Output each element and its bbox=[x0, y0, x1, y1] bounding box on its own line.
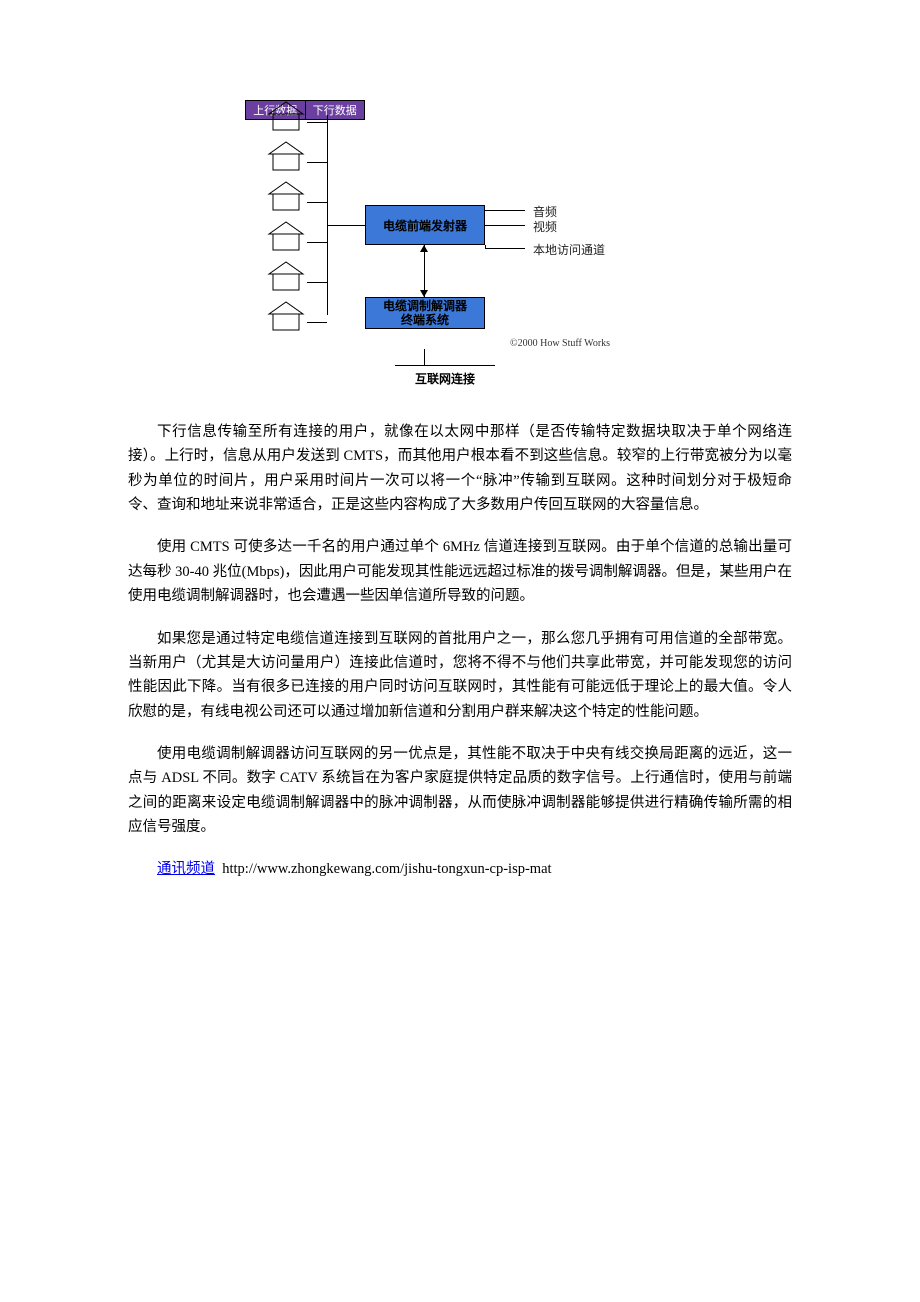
footer-url: http://www.zhongkewang.com/jishu-tongxun… bbox=[222, 861, 551, 877]
connector-line bbox=[307, 202, 327, 203]
connector-line bbox=[307, 282, 327, 283]
house-icon bbox=[265, 220, 307, 250]
house-icon bbox=[265, 260, 307, 290]
cmts-diagram: 电缆前端发射器 音频 视频 本地访问通道 电缆调制解调器 终端系统 上行数据 下… bbox=[245, 100, 675, 380]
cmts-label-line1: 电缆调制解调器 bbox=[383, 299, 467, 313]
bus-line bbox=[327, 115, 328, 315]
arrow-up-icon bbox=[420, 245, 428, 252]
cmts-box: 电缆调制解调器 终端系统 bbox=[365, 297, 485, 329]
connector-line bbox=[485, 210, 525, 211]
connector-line bbox=[307, 242, 327, 243]
arrow-down-icon bbox=[420, 290, 428, 297]
house-icon bbox=[265, 300, 307, 330]
connector-line bbox=[307, 322, 327, 323]
internet-label: 互联网连接 bbox=[415, 370, 475, 387]
local-label: 本地访问通道 bbox=[533, 241, 605, 258]
connector-line bbox=[327, 225, 365, 226]
headend-box: 电缆前端发射器 bbox=[365, 205, 485, 245]
connector-line bbox=[485, 248, 525, 249]
paragraph: 使用电缆调制解调器访问互联网的另一优点是，其性能不取决于中央有线交换局距离的远近… bbox=[128, 742, 792, 839]
paragraph: 如果您是通过特定电缆信道连接到互联网的首批用户之一，那么您几乎拥有可用信道的全部… bbox=[128, 627, 792, 724]
house-icon bbox=[265, 180, 307, 210]
house-icon bbox=[265, 100, 307, 130]
footer-line: 通讯频道 http://www.zhongkewang.com/jishu-to… bbox=[128, 857, 792, 881]
house-icon bbox=[265, 140, 307, 170]
video-label: 视频 bbox=[533, 218, 557, 235]
connector-line bbox=[485, 225, 525, 226]
cmts-label-line2: 终端系统 bbox=[401, 313, 449, 327]
paragraph: 使用 CMTS 可使多达一千名的用户通过单个 6MHz 信道连接到互联网。由于单… bbox=[128, 535, 792, 608]
headend-label: 电缆前端发射器 bbox=[383, 217, 467, 234]
paragraph: 下行信息传输至所有连接的用户，就像在以太网中那样（是否传输特定数据块取决于单个网… bbox=[128, 420, 792, 517]
downlink-label: 下行数据 bbox=[313, 102, 357, 118]
channel-link[interactable]: 通讯频道 bbox=[157, 861, 215, 877]
credit-text: ©2000 How Stuff Works bbox=[510, 338, 610, 349]
connector-line bbox=[424, 349, 425, 365]
connector-line bbox=[485, 245, 486, 249]
page: 电缆前端发射器 音频 视频 本地访问通道 电缆调制解调器 终端系统 上行数据 下… bbox=[0, 0, 920, 942]
downlink-cell: 下行数据 bbox=[305, 100, 366, 120]
divider-line bbox=[395, 365, 495, 366]
diagram-container: 电缆前端发射器 音频 视频 本地访问通道 电缆调制解调器 终端系统 上行数据 下… bbox=[128, 100, 792, 380]
connector-line bbox=[307, 122, 327, 123]
connector-line bbox=[307, 162, 327, 163]
